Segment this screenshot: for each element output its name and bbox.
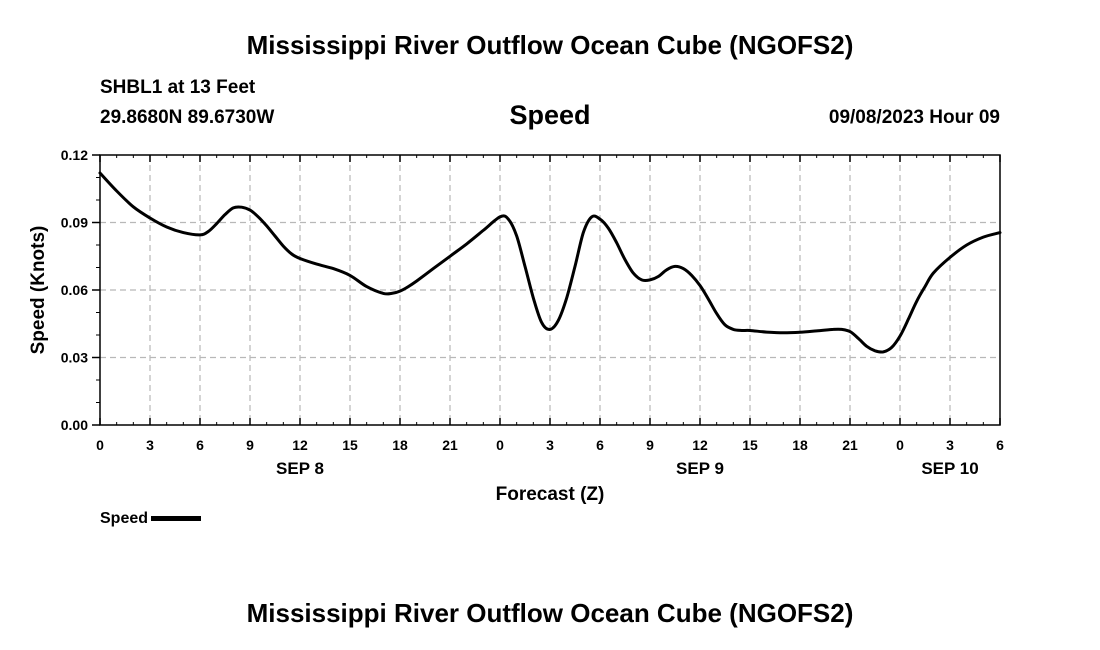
x-tick-label: 18 (792, 437, 808, 453)
x-tick-label: 6 (596, 437, 604, 453)
x-tick-label: 6 (196, 437, 204, 453)
chart-subtitle: Speed (509, 100, 591, 130)
x-tick-label: 15 (742, 437, 758, 453)
date-label: SEP 8 (276, 459, 324, 478)
coordinates-label: 29.8680N 89.6730W (100, 107, 275, 128)
x-tick-label: 3 (946, 437, 954, 453)
y-tick-label: 0.09 (61, 215, 88, 231)
y-tick-label: 0.12 (61, 147, 88, 163)
y-tick-label: 0.00 (61, 417, 88, 433)
x-tick-label: 12 (292, 437, 308, 453)
legend-label: Speed (100, 510, 149, 527)
station-label: SHBL1 at 13 Feet (100, 77, 256, 98)
y-tick-label: 0.06 (61, 282, 88, 298)
x-tick-label: 21 (842, 437, 858, 453)
x-tick-label: 9 (246, 437, 254, 453)
date-label: SEP 9 (676, 459, 724, 478)
x-tick-label: 15 (342, 437, 358, 453)
legend: Speed (100, 510, 202, 528)
series-line-speed (98, 171, 1002, 354)
x-tick-label: 9 (646, 437, 654, 453)
x-axis-title: Forecast (Z) (496, 484, 605, 505)
x-tick-label: 0 (496, 437, 504, 453)
x-tick-label: 21 (442, 437, 458, 453)
x-tick-label: 6 (996, 437, 1004, 453)
x-tick-label: 3 (546, 437, 554, 453)
footer-title: Mississippi River Outflow Ocean Cube (NG… (246, 598, 854, 628)
x-tick-label: 18 (392, 437, 408, 453)
chart-main-title: Mississippi River Outflow Ocean Cube (NG… (246, 30, 854, 60)
x-tick-label: 12 (692, 437, 708, 453)
legend-swatch (151, 516, 202, 522)
x-tick-label: 0 (896, 437, 904, 453)
y-axis-title: Speed (Knots) (28, 226, 49, 355)
y-tick-label: 0.03 (61, 350, 88, 366)
forecast-datetime: 09/08/2023 Hour 09 (828, 107, 1000, 128)
x-tick-label: 0 (96, 437, 104, 453)
x-tick-label: 3 (146, 437, 154, 453)
date-label: SEP 10 (921, 459, 978, 478)
